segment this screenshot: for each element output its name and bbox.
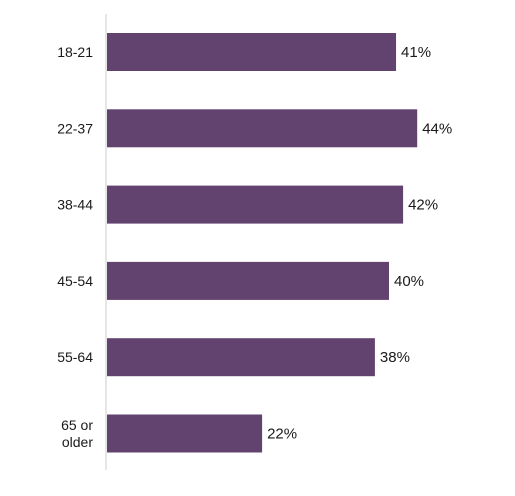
category-label: 45-54 (57, 273, 93, 289)
category-label: 22-37 (57, 120, 93, 136)
value-label: 42% (408, 197, 438, 214)
category-labels-group: 18-21 22-37 38-44 45-54 55-64 65 or older (57, 44, 93, 450)
category-label: 65 or older (61, 417, 93, 450)
bar-45-54 (107, 261, 389, 300)
value-labels-group: 41% 44% 42% 40% 38% 22% (267, 44, 452, 443)
bar-22-37 (107, 109, 418, 148)
value-label: 44% (422, 120, 452, 137)
bar-65-or-older (107, 414, 263, 453)
value-label: 22% (267, 426, 297, 443)
value-label: 38% (380, 349, 410, 366)
bar-55-64 (107, 338, 375, 377)
category-label: 55-64 (57, 349, 93, 365)
category-label: 38-44 (57, 197, 93, 213)
category-label: 18-21 (57, 44, 93, 60)
bars-group (107, 33, 418, 453)
value-label: 41% (401, 44, 431, 61)
bar-18-21 (107, 33, 397, 71)
value-label: 40% (394, 273, 424, 290)
bar-38-44 (107, 185, 404, 224)
